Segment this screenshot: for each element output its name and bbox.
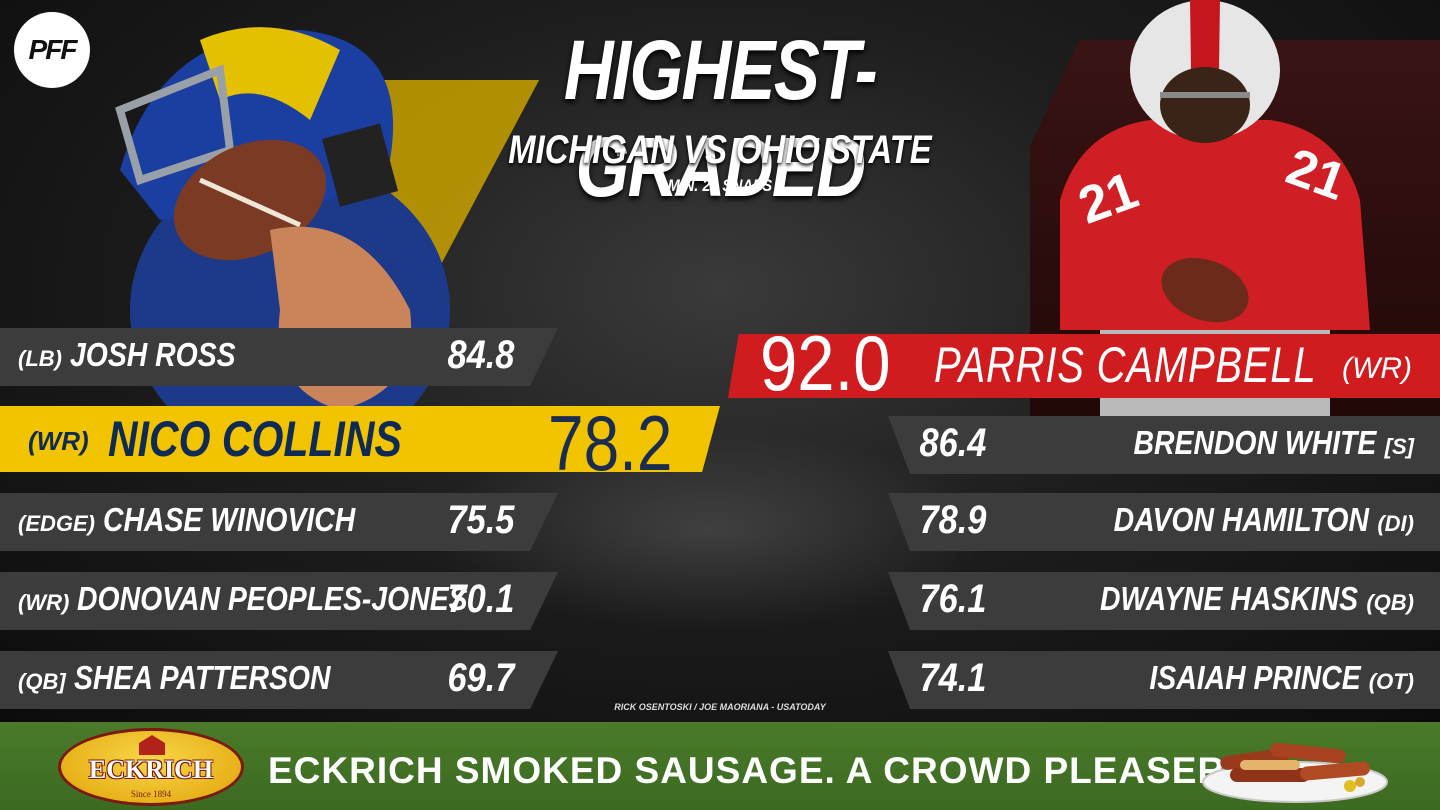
ohio-state-row: 76.1 DWAYNE HASKINS (QB) bbox=[888, 572, 1440, 630]
grade-box bbox=[748, 334, 928, 398]
player-name: NICO COLLINS bbox=[108, 411, 402, 467]
player-grade: 84.8 bbox=[447, 333, 515, 377]
player-position: (QB) bbox=[1366, 590, 1414, 615]
crest-icon bbox=[139, 735, 165, 755]
player-grade: 78.9 bbox=[919, 498, 987, 542]
player-grade: 75.5 bbox=[447, 498, 515, 542]
player-grade: 92.0 bbox=[760, 319, 891, 407]
ohio-state-top-player: 92.0 PARRIS CAMPBELL (WR) bbox=[728, 334, 1440, 398]
ad-banner[interactable]: ECKRICH Since 1894 ECKRICH SMOKED SAUSAG… bbox=[0, 722, 1440, 810]
ad-tagline: ECKRICH SMOKED SAUSAGE. A CROWD PLEASER. bbox=[268, 750, 1237, 791]
player-name: DAVON HAMILTON bbox=[1113, 501, 1370, 538]
player-position: [S] bbox=[1384, 434, 1414, 459]
photo-credit: RICK OSENTOSKI / JOE MAORIANA - USATODAY bbox=[614, 702, 826, 712]
ad-since: Since 1894 bbox=[130, 789, 172, 799]
player-name: DONOVAN PEOPLES-JONES bbox=[77, 580, 468, 617]
player-grade: 70.1 bbox=[447, 577, 515, 621]
player-position: (DI) bbox=[1377, 511, 1414, 536]
player-position: (EDGE) bbox=[18, 511, 95, 536]
player-position: (WR) bbox=[18, 590, 70, 615]
ohio-state-row: 78.9 DAVON HAMILTON (DI) bbox=[888, 493, 1440, 551]
player-position: (LB) bbox=[18, 346, 62, 371]
pff-logo: PFF bbox=[14, 12, 90, 88]
player-grade: 74.1 bbox=[919, 656, 987, 700]
eckrich-logo: ECKRICH Since 1894 bbox=[58, 728, 244, 806]
ohio-state-row: 74.1 ISAIAH PRINCE (OT) bbox=[888, 651, 1440, 709]
player-grade: 86.4 bbox=[919, 421, 987, 465]
player-position: (OT) bbox=[1368, 669, 1414, 694]
michigan-player-photo bbox=[115, 27, 450, 450]
player-name: CHASE WINOVICH bbox=[103, 501, 356, 538]
player-name: BRENDON WHITE bbox=[1133, 424, 1377, 461]
player-position: (QB] bbox=[18, 669, 66, 694]
michigan-row: (EDGE) CHASE WINOVICH 75.5 bbox=[0, 493, 558, 551]
michigan-row: (QB] SHEA PATTERSON 69.7 bbox=[0, 651, 558, 709]
page-subtitle: MICHIGAN VS OHIO STATE bbox=[508, 128, 932, 172]
player-grade: 69.7 bbox=[447, 656, 515, 700]
michigan-row: (LB) JOSH ROSS 84.8 bbox=[0, 328, 558, 386]
player-name: DWAYNE HASKINS bbox=[1100, 580, 1359, 617]
michigan-row: (WR) DONOVAN PEOPLES-JONES 70.1 bbox=[0, 572, 558, 630]
ohio-state-player-photo: 21 21 bbox=[1060, 0, 1370, 470]
player-name: PARRIS CAMPBELL bbox=[934, 337, 1317, 393]
sausage-platter-image bbox=[1202, 742, 1388, 803]
ohio-state-row: 86.4 BRENDON WHITE [S] bbox=[888, 416, 1440, 474]
player-name: SHEA PATTERSON bbox=[73, 659, 331, 696]
michigan-top-player: (WR) NICO COLLINS 78.2 bbox=[0, 406, 720, 472]
player-name: JOSH ROSS bbox=[69, 336, 236, 373]
player-name: ISAIAH PRINCE bbox=[1149, 659, 1361, 696]
player-grade: 78.2 bbox=[548, 399, 673, 487]
grade-box bbox=[540, 406, 708, 472]
player-grade: 76.1 bbox=[919, 577, 987, 621]
page-title: HIGHEST-GRADED bbox=[563, 23, 878, 214]
snap-note: MIN. 20 SNAPS bbox=[667, 176, 773, 195]
ad-brand: ECKRICH bbox=[88, 755, 214, 784]
player-position: (WR) bbox=[1342, 352, 1412, 385]
player-position: (WR) bbox=[28, 426, 89, 456]
